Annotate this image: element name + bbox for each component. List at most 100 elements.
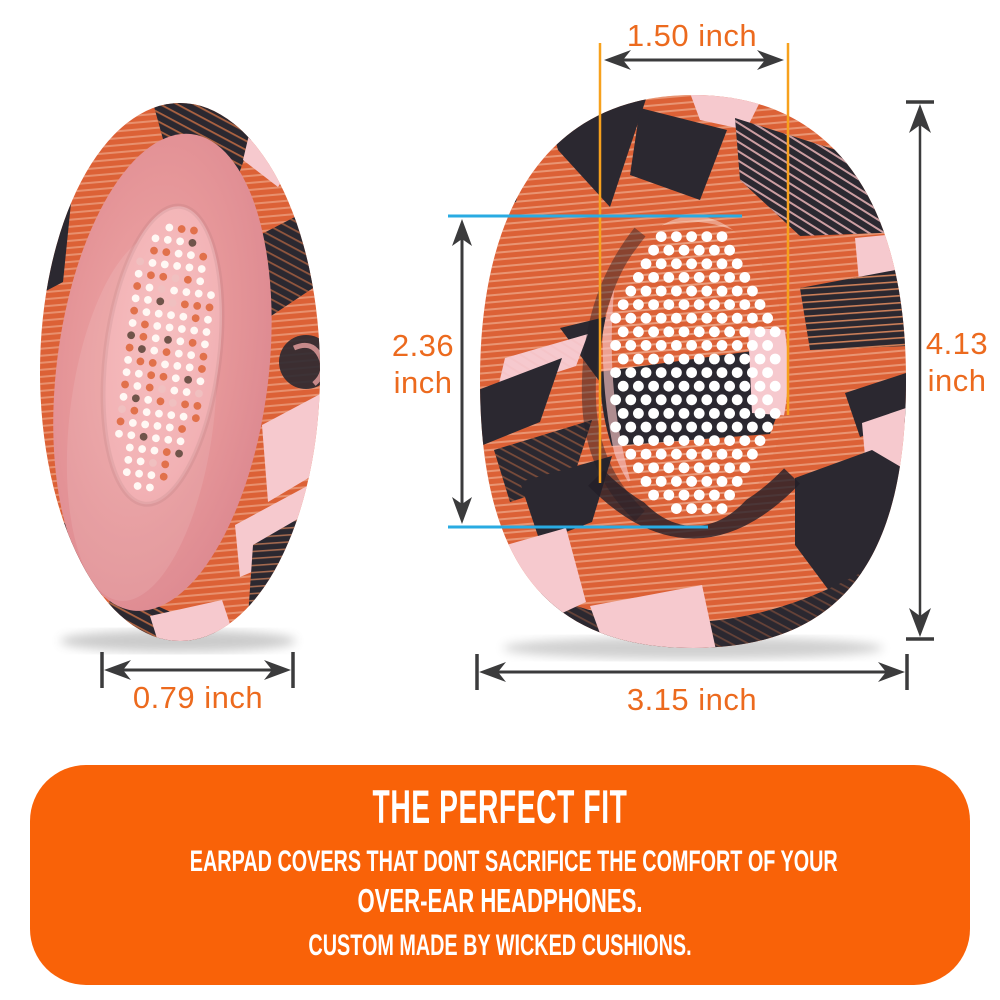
dim-pad-height-arrow bbox=[906, 100, 934, 641]
perforation-dot bbox=[134, 369, 143, 378]
perforation-dot bbox=[610, 394, 621, 406]
perforation-dot bbox=[138, 445, 147, 453]
perforation-dot bbox=[207, 291, 215, 299]
perforation-dot bbox=[167, 311, 175, 320]
perforation-dot bbox=[769, 326, 781, 338]
perforation-dot bbox=[640, 476, 652, 487]
perforation-dot bbox=[633, 380, 644, 392]
perforation-dot bbox=[122, 368, 131, 377]
perforation-dot bbox=[754, 353, 766, 365]
perforation-dot bbox=[648, 353, 659, 365]
perforation-dot bbox=[146, 483, 154, 492]
perforation-dot bbox=[193, 301, 202, 310]
perforation-dot bbox=[640, 394, 652, 406]
perforation-dot bbox=[139, 332, 148, 341]
perforation-dot bbox=[133, 282, 142, 290]
perforation-dot bbox=[648, 462, 659, 474]
perforation-dot bbox=[678, 353, 690, 365]
perforation-dot bbox=[671, 421, 682, 433]
perforation-dot bbox=[168, 398, 177, 407]
perforation-dot bbox=[191, 314, 200, 323]
earpad-side-view-photo bbox=[40, 103, 320, 641]
perforation-dot bbox=[648, 299, 659, 310]
perforation-dot bbox=[648, 244, 659, 256]
front-pad-center-cushion bbox=[600, 216, 788, 526]
front-pad-dots bbox=[610, 231, 781, 514]
perforation-dot bbox=[731, 258, 743, 270]
perforation-dot bbox=[701, 448, 713, 460]
perforation-dot bbox=[170, 386, 179, 395]
perforation-dot bbox=[130, 306, 139, 315]
perforation-dot bbox=[686, 421, 697, 433]
perforation-dot bbox=[754, 326, 766, 338]
perforation-dot bbox=[724, 435, 735, 446]
perforation-dot bbox=[731, 476, 743, 487]
perforation-dot bbox=[640, 448, 652, 460]
perforation-dot bbox=[731, 394, 743, 406]
perforation-dot bbox=[165, 323, 174, 332]
perforation-dot bbox=[640, 367, 652, 378]
perforation-dot bbox=[159, 472, 168, 481]
perforation-dot bbox=[754, 408, 766, 419]
perforation-dot bbox=[145, 383, 154, 392]
perforation-dot bbox=[155, 409, 163, 418]
perforation-dot bbox=[131, 394, 140, 403]
perforation-dot bbox=[762, 340, 773, 351]
dim-pad-width-arrow bbox=[475, 654, 909, 690]
perforation-dot bbox=[747, 285, 758, 297]
perforation-dot bbox=[663, 326, 675, 338]
perforation-dot bbox=[131, 294, 140, 303]
perforation-dot bbox=[655, 394, 667, 406]
perforation-dot bbox=[739, 380, 751, 392]
perforation-dot bbox=[160, 260, 169, 269]
perforation-dot bbox=[199, 352, 208, 361]
perforation-dot bbox=[701, 421, 713, 433]
perforation-dot bbox=[739, 272, 751, 283]
perforation-dot bbox=[769, 380, 781, 392]
perforation-dot bbox=[686, 367, 697, 378]
perforation-dot bbox=[678, 244, 690, 256]
side-pad-dots bbox=[115, 223, 215, 492]
perforation-dot bbox=[716, 476, 728, 487]
perforation-dot bbox=[678, 299, 690, 310]
perforation-dot bbox=[134, 269, 143, 278]
perforation-dot bbox=[187, 251, 195, 260]
perforation-dot bbox=[617, 353, 629, 365]
perforation-dot bbox=[648, 489, 659, 501]
pad-height-value: 4.13 bbox=[925, 326, 989, 361]
perforation-dot bbox=[196, 377, 205, 386]
perforation-dot bbox=[640, 258, 652, 270]
perforation-dot bbox=[122, 468, 131, 477]
perforation-dot bbox=[716, 312, 728, 324]
perforation-dot bbox=[671, 503, 682, 514]
perforation-dot bbox=[625, 394, 637, 406]
perforation-dot bbox=[202, 328, 211, 336]
perforation-dot bbox=[118, 405, 126, 414]
perforation-dot bbox=[173, 362, 182, 370]
perforation-dot bbox=[709, 462, 720, 474]
perforation-dot bbox=[164, 335, 172, 344]
perforation-dot bbox=[150, 446, 159, 455]
perforation-dot bbox=[724, 380, 735, 392]
perforation-dot bbox=[128, 319, 137, 327]
perforation-dot bbox=[178, 425, 186, 433]
perforation-dot bbox=[147, 271, 155, 280]
perforation-dot bbox=[194, 289, 203, 298]
perforation-dot bbox=[625, 367, 637, 378]
perforation-dot bbox=[747, 394, 758, 406]
perforation-dot bbox=[762, 394, 773, 406]
perforation-dot bbox=[625, 421, 637, 433]
perforation-dot bbox=[141, 420, 150, 429]
perforation-dot bbox=[610, 421, 621, 433]
perforation-dot bbox=[701, 258, 713, 270]
perforation-dot bbox=[116, 417, 125, 426]
perforation-dot bbox=[154, 309, 163, 318]
pad-width-label: 3.15 inch bbox=[626, 682, 758, 717]
perforation-dot bbox=[701, 476, 713, 487]
perforation-dot bbox=[133, 482, 142, 490]
perforation-dot bbox=[663, 462, 675, 474]
perforation-dot bbox=[686, 231, 697, 243]
perforation-dot bbox=[686, 476, 697, 487]
perforation-dot bbox=[716, 503, 728, 514]
perforation-dot bbox=[170, 286, 178, 295]
